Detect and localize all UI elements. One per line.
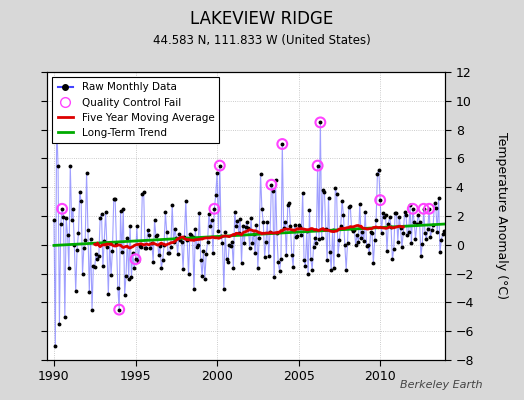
Point <box>376 197 384 203</box>
Point <box>58 206 67 212</box>
Point <box>215 162 224 169</box>
Point <box>425 206 433 212</box>
Y-axis label: Temperature Anomaly (°C): Temperature Anomaly (°C) <box>495 132 508 300</box>
Point <box>316 119 324 126</box>
Text: Berkeley Earth: Berkeley Earth <box>400 380 482 390</box>
Point <box>132 256 140 262</box>
Text: 44.583 N, 111.833 W (United States): 44.583 N, 111.833 W (United States) <box>153 34 371 47</box>
Point <box>278 141 287 147</box>
Point <box>210 206 219 212</box>
Point <box>409 206 417 212</box>
Legend: Raw Monthly Data, Quality Control Fail, Five Year Moving Average, Long-Term Tren: Raw Monthly Data, Quality Control Fail, … <box>52 77 220 143</box>
Point <box>419 206 428 212</box>
Point <box>313 162 322 169</box>
Point <box>115 306 123 313</box>
Point <box>267 182 276 188</box>
Text: LAKEVIEW RIDGE: LAKEVIEW RIDGE <box>190 10 334 28</box>
